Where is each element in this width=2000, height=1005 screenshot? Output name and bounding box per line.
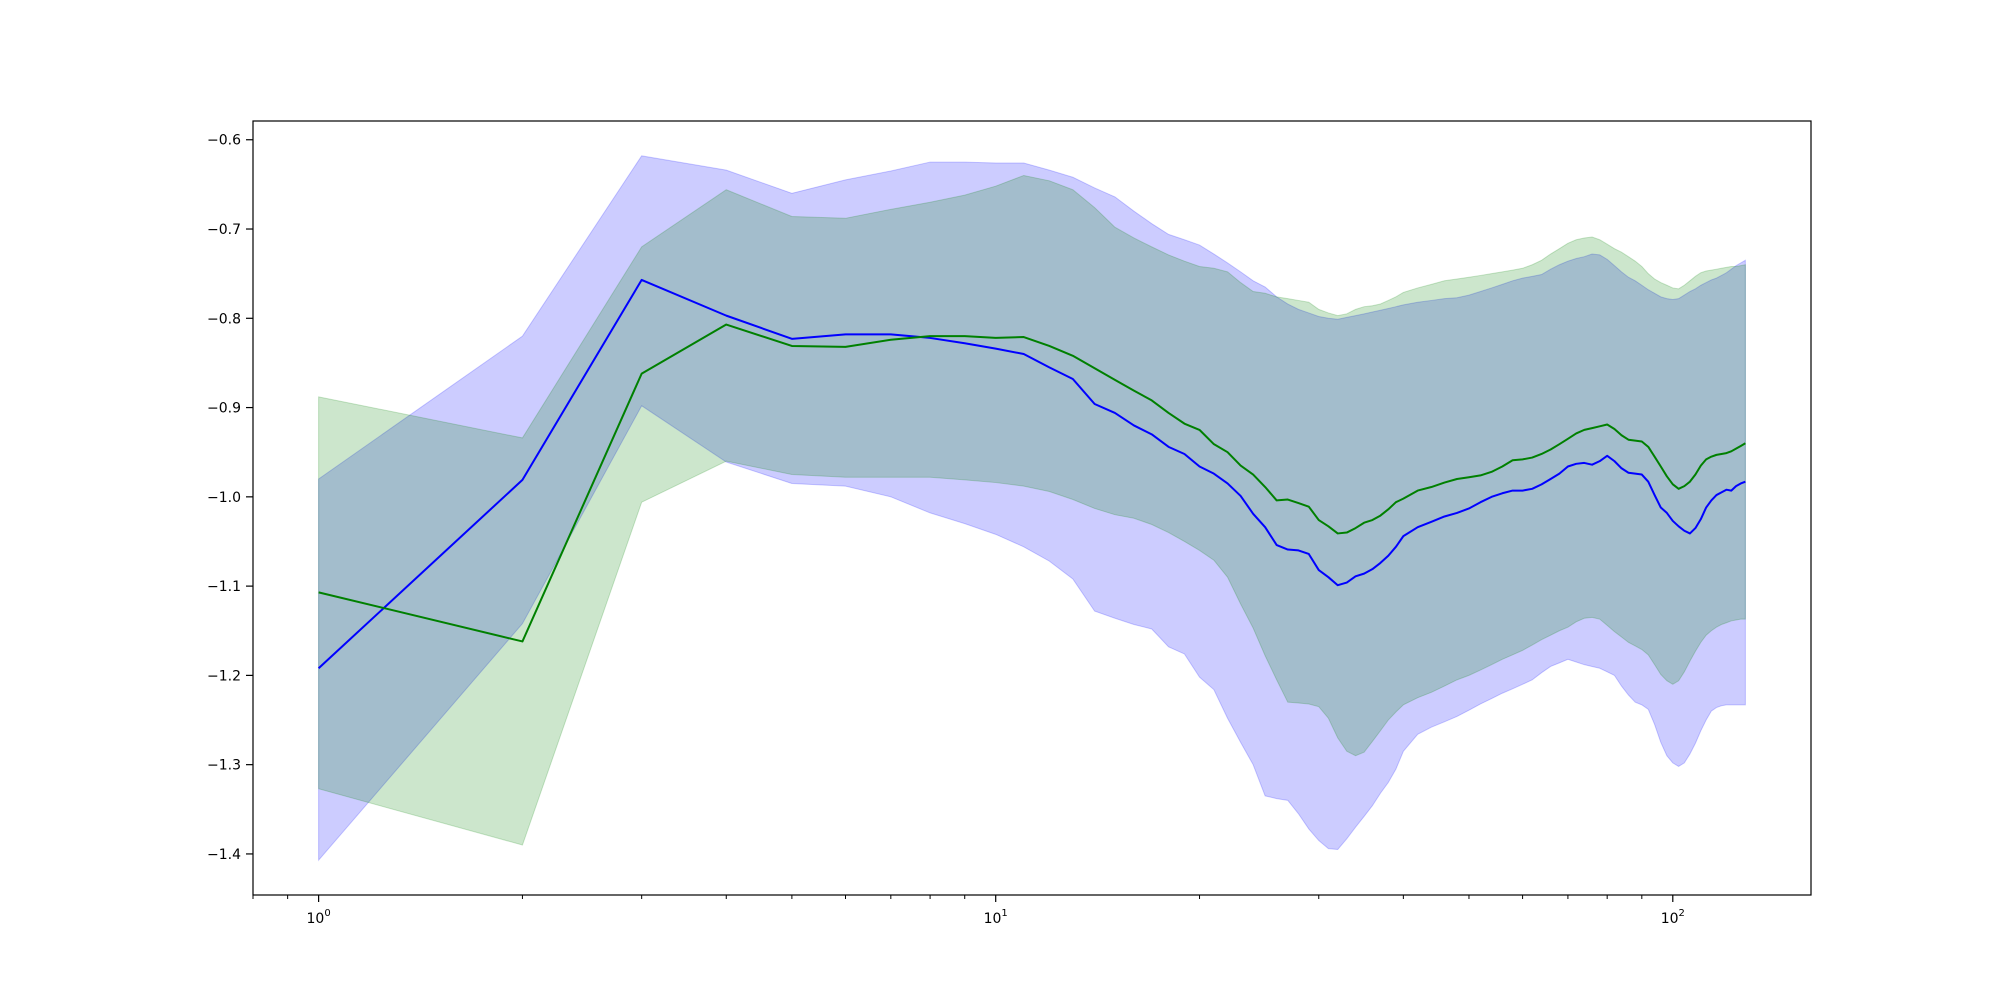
series-lines bbox=[317, 278, 1746, 669]
series-2-band bbox=[318, 174, 1746, 846]
series-1-line bbox=[317, 278, 1746, 669]
y-tick-label: −0.6 bbox=[207, 133, 241, 149]
confidence-bands bbox=[318, 155, 1746, 862]
x-tick-label: 102 bbox=[1661, 908, 1685, 927]
y-tick-label: −0.8 bbox=[207, 311, 241, 327]
y-tick-label: −1.2 bbox=[207, 668, 241, 684]
plot-area-frame bbox=[252, 120, 1812, 896]
x-tick-label: 101 bbox=[984, 908, 1008, 927]
y-tick-label: −1.3 bbox=[207, 758, 241, 774]
series-2-line bbox=[318, 323, 1746, 643]
y-tick-label: −0.7 bbox=[207, 222, 241, 238]
y-tick-label: −1.0 bbox=[207, 490, 241, 506]
x-tick-label: 100 bbox=[307, 908, 331, 927]
y-tick-label: −1.1 bbox=[207, 579, 241, 595]
y-axis: −0.6 −0.7 −0.8 −0.9 −1.0 −1.1 −1.2 −1.3 −1.4 bbox=[207, 133, 253, 863]
y-tick-label: −1.4 bbox=[207, 847, 241, 863]
x-axis: 100 101 102 bbox=[252, 895, 1685, 927]
y-tick-label: −0.9 bbox=[207, 401, 241, 417]
series-1-band bbox=[318, 155, 1746, 862]
